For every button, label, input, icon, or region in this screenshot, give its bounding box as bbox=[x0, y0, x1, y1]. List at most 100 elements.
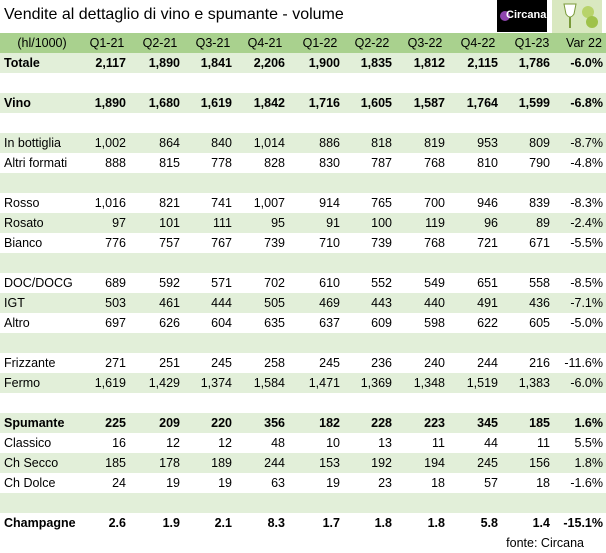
column-header: Var 22 bbox=[566, 36, 602, 50]
row-label: DOC/DOCG bbox=[4, 276, 73, 290]
value-cell: 710 bbox=[319, 236, 340, 250]
column-header: Q3-21 bbox=[195, 36, 231, 50]
value-cell: 271 bbox=[105, 356, 126, 370]
value-cell: 888 bbox=[105, 156, 126, 170]
value-cell: 1,835 bbox=[360, 56, 392, 70]
value-cell: 953 bbox=[477, 136, 498, 150]
value-cell: 721 bbox=[477, 236, 498, 250]
row-label: IGT bbox=[4, 296, 25, 310]
column-header: Q1-21 bbox=[89, 36, 125, 50]
column-header: Q4-22 bbox=[460, 36, 496, 50]
value-cell: 700 bbox=[424, 196, 445, 210]
value-cell: 819 bbox=[424, 136, 445, 150]
value-cell: 1,002 bbox=[94, 136, 126, 150]
value-cell: 461 bbox=[159, 296, 180, 310]
value-cell: 635 bbox=[264, 316, 285, 330]
value-cell: 1,716 bbox=[308, 96, 340, 110]
value-cell: 1,764 bbox=[466, 96, 498, 110]
value-cell: 697 bbox=[105, 316, 126, 330]
row-label: Ch Dolce bbox=[4, 476, 56, 490]
value-cell: -15.1% bbox=[563, 516, 603, 530]
value-cell: 1,471 bbox=[308, 376, 340, 390]
table-row bbox=[0, 293, 606, 313]
value-cell: 1,619 bbox=[200, 96, 232, 110]
value-cell: 1.7 bbox=[322, 516, 340, 530]
value-cell: 2.6 bbox=[108, 516, 126, 530]
value-cell: 815 bbox=[159, 156, 180, 170]
value-cell: 605 bbox=[529, 316, 550, 330]
value-cell: 240 bbox=[424, 356, 445, 370]
value-cell: 830 bbox=[319, 156, 340, 170]
value-cell: -5.5% bbox=[570, 236, 603, 250]
value-cell: 689 bbox=[105, 276, 126, 290]
value-cell: 44 bbox=[484, 436, 498, 450]
value-cell: 552 bbox=[371, 276, 392, 290]
value-cell: 119 bbox=[425, 216, 445, 230]
value-cell: 491 bbox=[477, 296, 498, 310]
value-cell: 244 bbox=[264, 456, 285, 470]
value-cell: 702 bbox=[264, 276, 285, 290]
value-cell: 1,007 bbox=[253, 196, 285, 210]
value-cell: 2,117 bbox=[95, 56, 126, 70]
value-cell: 244 bbox=[477, 356, 498, 370]
value-cell: 914 bbox=[319, 196, 340, 210]
value-cell: 1.8 bbox=[427, 516, 445, 530]
table-row bbox=[0, 313, 606, 333]
table-row bbox=[0, 433, 606, 453]
row-label: Classico bbox=[4, 436, 52, 450]
value-cell: 1,374 bbox=[200, 376, 232, 390]
value-cell: 223 bbox=[424, 416, 445, 430]
column-header: Q4-21 bbox=[247, 36, 283, 50]
spacer-row bbox=[0, 333, 606, 353]
value-cell: 356 bbox=[264, 416, 285, 430]
value-cell: 1.8 bbox=[374, 516, 392, 530]
value-cell: 19 bbox=[166, 476, 180, 490]
value-cell: 185 bbox=[105, 456, 126, 470]
value-cell: -11.6% bbox=[564, 356, 603, 370]
value-cell: 444 bbox=[211, 296, 232, 310]
value-cell: 549 bbox=[424, 276, 445, 290]
value-cell: 671 bbox=[529, 236, 550, 250]
value-cell: 787 bbox=[371, 156, 392, 170]
row-label: Totale bbox=[4, 56, 40, 70]
value-cell: -8.7% bbox=[570, 136, 603, 150]
value-cell: 5.8 bbox=[480, 516, 498, 530]
table-row bbox=[0, 193, 606, 213]
value-cell: 8.3 bbox=[267, 516, 285, 530]
value-cell: 598 bbox=[424, 316, 445, 330]
value-cell: 469 bbox=[319, 296, 340, 310]
row-label: Altro bbox=[4, 316, 30, 330]
row-label: Bianco bbox=[4, 236, 43, 250]
value-cell: 768 bbox=[424, 156, 445, 170]
value-cell: 57 bbox=[484, 476, 498, 490]
value-cell: 19 bbox=[218, 476, 232, 490]
value-cell: 1,619 bbox=[94, 376, 126, 390]
table-row bbox=[0, 273, 606, 293]
value-cell: 1,348 bbox=[413, 376, 445, 390]
value-cell: 111 bbox=[212, 216, 232, 230]
spacer-row bbox=[0, 113, 606, 133]
value-cell: 839 bbox=[529, 196, 550, 210]
value-cell: 864 bbox=[159, 136, 180, 150]
spacer-row bbox=[0, 73, 606, 93]
value-cell: 153 bbox=[319, 456, 340, 470]
value-cell: 637 bbox=[319, 316, 340, 330]
spacer-row bbox=[0, 173, 606, 193]
value-cell: 810 bbox=[477, 156, 498, 170]
value-cell: 741 bbox=[211, 196, 232, 210]
value-cell: 1,014 bbox=[253, 136, 285, 150]
value-cell: 946 bbox=[477, 196, 498, 210]
header-row bbox=[0, 33, 606, 53]
value-cell: 1,016 bbox=[94, 196, 126, 210]
value-cell: 1,369 bbox=[360, 376, 392, 390]
value-cell: 768 bbox=[424, 236, 445, 250]
value-cell: 1.4 bbox=[532, 516, 550, 530]
value-cell: -4.8% bbox=[570, 156, 603, 170]
table-row bbox=[0, 413, 606, 433]
table-row bbox=[0, 233, 606, 253]
value-cell: 739 bbox=[371, 236, 392, 250]
value-cell: 757 bbox=[159, 236, 180, 250]
value-cell: -7.1% bbox=[570, 296, 603, 310]
row-label: Vino bbox=[4, 96, 31, 110]
value-cell: 63 bbox=[271, 476, 285, 490]
